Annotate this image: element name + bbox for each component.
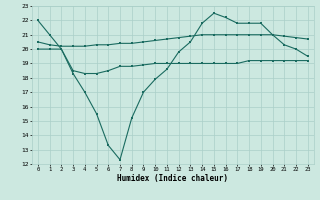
X-axis label: Humidex (Indice chaleur): Humidex (Indice chaleur) [117,174,228,183]
